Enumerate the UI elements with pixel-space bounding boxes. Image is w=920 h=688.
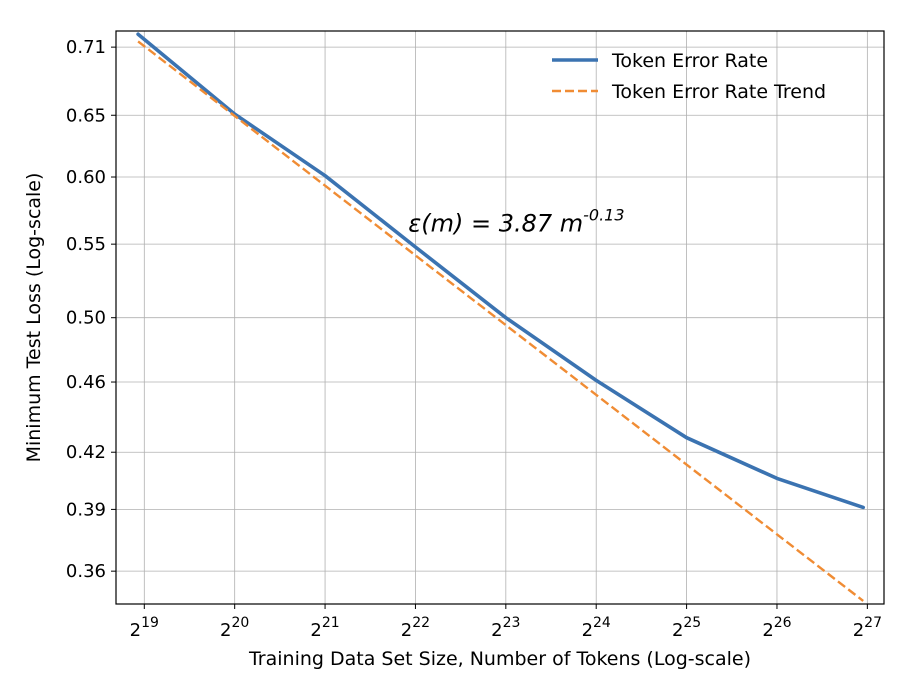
equation-annotation: ε(m) = 3.87 m-0.13 (408, 205, 624, 237)
y-tick-label: 0.39 (66, 499, 106, 520)
y-tick-label: 0.71 (66, 37, 106, 58)
y-tick-label: 0.36 (66, 561, 106, 582)
grid (116, 31, 884, 604)
tick-labels: 219 220 221 222 223 224 225 226 227 0.71 0.65 0.60 0… (66, 37, 882, 641)
y-tick-label: 0.60 (66, 167, 106, 188)
y-tick-label: 0.65 (66, 105, 106, 126)
y-tick-label: 0.55 (66, 234, 106, 255)
equation-main: ε(m) = 3.87 m (408, 209, 583, 237)
x-tick-label: 220 (220, 615, 249, 641)
x-tick-label: 227 (853, 615, 882, 641)
x-axis-label: Training Data Set Size, Number of Tokens… (248, 648, 751, 670)
y-tick-label: 0.50 (66, 308, 106, 329)
x-tick-label: 224 (582, 615, 611, 641)
y-axis-label: Minimum Test Loss (Log-scale) (23, 173, 45, 463)
x-tick-label: 223 (491, 615, 520, 641)
series-layer (136, 32, 866, 602)
equation-text: ε(m) = 3.87 m-0.13 (408, 205, 624, 237)
x-tick-label: 222 (401, 615, 430, 641)
series-line (136, 32, 866, 510)
y-tick-label: 0.42 (66, 442, 106, 463)
legend-label-token-error-rate: Token Error Rate (611, 50, 768, 72)
trend-line (137, 40, 864, 602)
ticks (111, 46, 868, 609)
x-tick-label: 221 (310, 615, 339, 641)
x-tick-label: 225 (672, 615, 701, 641)
equation-exponent: -0.13 (583, 205, 624, 224)
legend: Token Error Rate Token Error Rate Trend (552, 50, 826, 103)
x-tick-label: 226 (762, 615, 791, 641)
legend-label-token-error-rate-trend: Token Error Rate Trend (611, 81, 826, 103)
x-tick-label: 219 (130, 615, 159, 641)
y-tick-label: 0.46 (66, 372, 106, 393)
